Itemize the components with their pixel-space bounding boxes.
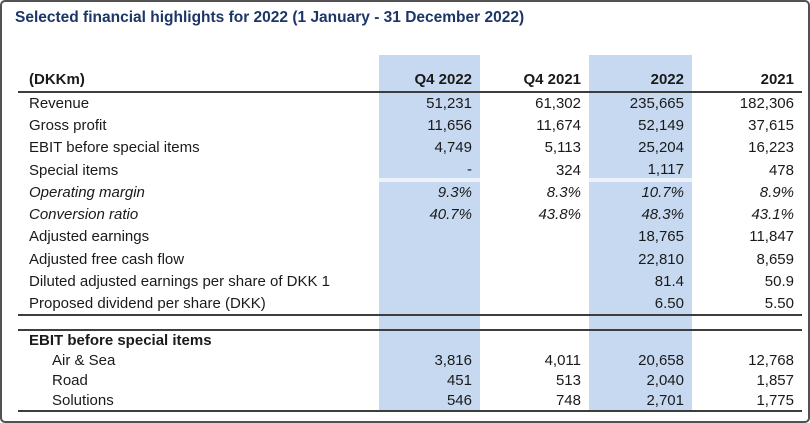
cell-q4-2022: 51,231 <box>426 95 472 113</box>
cell-q4-2021: 513 <box>555 372 581 390</box>
column-header-2021: 2021 <box>692 55 802 93</box>
cell-q4-2022 <box>379 270 480 292</box>
cell-q4-2021: 8.3% <box>546 183 581 201</box>
cell-q4-2021 <box>480 248 589 270</box>
cell-q4-2021: 4,011 <box>544 352 581 370</box>
highlight-band-q4-2022 <box>379 55 480 412</box>
row-label: Adjusted free cash flow <box>29 250 185 268</box>
row-label: Diluted adjusted earnings per share of D… <box>29 273 331 291</box>
cell-2021: 12,768 <box>748 352 794 370</box>
table-row: EBIT before special items 4,749 5,113 25,20… <box>18 137 802 159</box>
cell-q4-2021 <box>480 226 589 248</box>
cell-2022: 235,665 <box>629 95 684 113</box>
cell-q4-2021: 748 <box>480 390 589 412</box>
cell-q4-2021: 43.8% <box>538 206 581 224</box>
cell-q4-2022: 11,656 <box>427 116 472 134</box>
cell-q4-2021: 61,302 <box>535 95 581 113</box>
row-label: Air & Sea <box>52 352 116 370</box>
financial-highlights-table: (DKKm) Q4 2022 Q4 2021 2022 2021 Revenue… <box>18 55 802 412</box>
table-row: Diluted adjusted earnings per share of D… <box>18 270 802 292</box>
cell-2022: 2,040 <box>646 372 684 390</box>
section-header-row: EBIT before special items <box>18 330 802 351</box>
cell-q4-2022: 546 <box>379 390 480 412</box>
cell-2021: 8,659 <box>756 250 794 268</box>
cell-2021: 8.9% <box>759 183 794 201</box>
row-label: Special items <box>29 161 119 179</box>
cell-2021: 11,847 <box>749 228 794 246</box>
row-label: Proposed dividend per share (DKK) <box>18 292 379 316</box>
main-rows: Revenue 51,231 61,302 235,665 182,306 Gross p… <box>18 92 802 316</box>
table-row: Revenue 51,231 61,302 235,665 182,306 <box>18 92 802 114</box>
column-header-q4-2022: Q4 2022 <box>379 55 480 93</box>
cell-2021: 43.1% <box>751 206 794 224</box>
cell-2021: 182,306 <box>739 95 794 113</box>
cell-2022: 10.7% <box>641 184 684 202</box>
spacer-row <box>18 314 802 331</box>
section-header-label: EBIT before special items <box>29 332 212 350</box>
row-label: Gross profit <box>29 116 107 134</box>
spacer-cell <box>18 314 802 331</box>
cell-q4-2021 <box>480 270 589 292</box>
table-row: Operating margin 9.3% 8.3% 10.7% 8.9% <box>18 181 802 203</box>
cell-q4-2022 <box>379 226 480 248</box>
cell-2021: 1,775 <box>692 390 802 412</box>
column-header-2022: 2022 <box>589 55 692 93</box>
cell-2022: 48.3% <box>641 206 684 224</box>
cell-q4-2022: 40.7% <box>429 206 472 224</box>
row-label: Adjusted earnings <box>29 228 150 246</box>
cell-q4-2022: 451 <box>446 372 472 390</box>
page-title: Selected financial highlights for 2022 (… <box>15 9 525 26</box>
cell-q4-2022: 3,816 <box>434 352 472 370</box>
cell-2021: 5.50 <box>692 292 802 316</box>
cell-2022: 6.50 <box>589 292 692 316</box>
cell-2022: 81.4 <box>654 273 684 291</box>
table-row: Special items - 324 1,117 478 <box>18 158 802 183</box>
highlight-band-2022 <box>589 55 692 412</box>
cell-2022: 52,149 <box>638 116 684 134</box>
cell-2022: 20,658 <box>638 352 684 370</box>
cell-2021: 37,615 <box>748 116 794 134</box>
table-row: Road 451 513 2,040 1,857 <box>18 371 802 391</box>
cell-2021: 50.9 <box>764 273 794 291</box>
cell-q4-2021: 324 <box>555 161 581 179</box>
row-label: Operating margin <box>29 183 145 201</box>
row-label: Road <box>52 372 88 390</box>
row-label: EBIT before special items <box>29 139 200 157</box>
table-row: Air & Sea 3,816 4,011 20,658 12,768 <box>18 351 802 371</box>
table-row: Solutions 546 748 2,701 1,775 <box>18 390 802 412</box>
cell-q4-2021 <box>480 292 589 316</box>
cell-q4-2022: 9.3% <box>437 184 472 202</box>
cell-2022: 1,117 <box>589 158 692 183</box>
row-label: Revenue <box>29 95 90 113</box>
table-row: Proposed dividend per share (DKK) 6.50 5.5… <box>18 292 802 316</box>
cell-q4-2021: 5,113 <box>544 139 581 157</box>
table-row: Adjusted earnings 18,765 11,847 <box>18 226 802 248</box>
table-row: Adjusted free cash flow 22,810 8,659 <box>18 248 802 270</box>
cell-q4-2022: 4,749 <box>434 139 472 157</box>
cell-2022: 18,765 <box>638 228 684 246</box>
cell-q4-2022 <box>379 248 480 270</box>
row-label: Conversion ratio <box>29 206 139 224</box>
unit-label: (DKKm) <box>18 55 379 93</box>
cell-2022: 2,701 <box>589 390 692 412</box>
cell-2021: 478 <box>768 161 794 179</box>
table-row: Gross profit 11,656 11,674 52,149 37,615 <box>18 114 802 136</box>
cell-2021: 16,223 <box>748 139 794 157</box>
cell-2022: 22,810 <box>638 250 684 268</box>
table-header-row: (DKKm) Q4 2022 Q4 2021 2022 2021 <box>18 55 802 93</box>
section-rows: Air & Sea 3,816 4,011 20,658 12,768 Road 451 51… <box>18 351 802 412</box>
cell-q4-2022: - <box>379 158 480 183</box>
cell-2021: 1,857 <box>756 372 794 390</box>
cell-q4-2022 <box>379 292 480 316</box>
table-row: Conversion ratio 40.7% 43.8% 48.3% 43.1% <box>18 203 802 225</box>
cell-2022: 25,204 <box>638 139 684 157</box>
cell-q4-2021: 11,674 <box>536 116 581 134</box>
column-header-q4-2021: Q4 2021 <box>480 55 589 93</box>
row-label: Solutions <box>18 390 379 412</box>
